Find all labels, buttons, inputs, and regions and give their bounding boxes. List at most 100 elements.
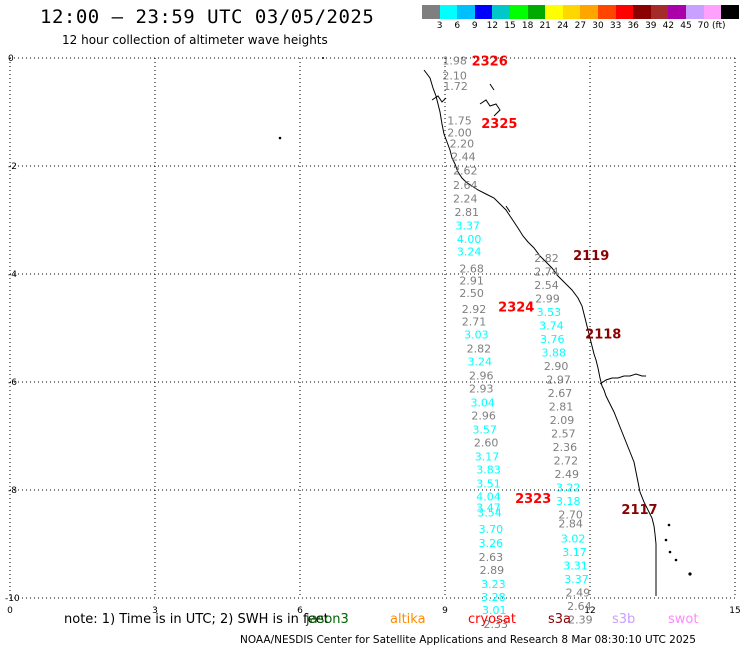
wave-height-value: 2.20: [450, 137, 475, 150]
wave-height-value: 2.50: [459, 287, 484, 300]
x-tick-label: 0: [7, 606, 13, 616]
color-scale-label: 27: [574, 21, 587, 31]
coastline-path: [423, 69, 657, 596]
wave-height-value: 2.72: [554, 454, 579, 467]
wave-height-value: 2.92: [462, 303, 487, 316]
wave-height-value: 2.99: [535, 292, 560, 305]
wave-height-value: 3.17: [475, 451, 500, 464]
pass-labels: 2326 2325 2119 2324 2118 2323 2117: [472, 55, 658, 518]
wave-height-value: 2.89: [480, 564, 505, 577]
wave-height-value: 2.68: [459, 263, 484, 276]
wave-height-value: 2.74: [534, 265, 559, 278]
pass-label: 2323: [515, 492, 551, 507]
wave-height-value: 2.84: [558, 517, 583, 530]
satellite-legend: jason3 altika cryosat s3a s3b swot: [306, 612, 726, 628]
wave-height-value: 2.82: [534, 252, 559, 265]
axis-ticks: 0 3 6 9 12 15 0 -2 -4 -6 -8 -10: [5, 54, 740, 616]
y-tick-label: -8: [8, 486, 17, 496]
wave-height-value: 2.62: [453, 164, 478, 177]
wave-height-value: 3.02: [561, 533, 586, 546]
wave-height-value: 3.01: [482, 604, 507, 617]
color-swatch: [545, 5, 563, 19]
wave-height-value: 3.57: [472, 424, 497, 437]
color-swatch: [562, 5, 581, 19]
wave-height-value: 2.57: [551, 427, 576, 440]
x-tick-label: 9: [442, 606, 448, 616]
wave-height-value: 4.00: [457, 233, 482, 246]
wave-height-value: 2.39: [568, 614, 593, 627]
wave-height-value: 3.28: [481, 591, 506, 604]
page-title: 12:00 – 23:59 UTC 03/05/2025: [40, 6, 375, 28]
wave-height-value: 3.17: [562, 546, 587, 559]
wave-height-value: 2.09: [550, 414, 575, 427]
wave-height-value: 3.04: [470, 397, 495, 410]
pass-label: 2324: [498, 300, 534, 315]
wave-height-value: 2.81: [455, 206, 480, 219]
wave-height-value: 3.51: [476, 478, 501, 491]
wave-height-value: 3.53: [537, 306, 562, 319]
legend-item-s3a: s3a: [548, 612, 572, 627]
color-scale-label: 42: [662, 21, 675, 31]
wave-height-value: 2.91: [459, 274, 484, 287]
pass-label: 2119: [573, 249, 609, 264]
legend-item-altika: altika: [390, 612, 426, 627]
color-scale-bar: [422, 5, 739, 19]
wave-height-value: 2.49: [566, 587, 591, 600]
island-marker: [668, 550, 672, 554]
y-tick-label: -10: [5, 594, 20, 604]
wave-height-value: 2.70: [558, 508, 583, 521]
color-swatch: [439, 5, 458, 19]
color-scale-label: 18: [521, 21, 534, 31]
color-swatch: [721, 5, 739, 19]
wave-height-value: 3.26: [479, 537, 504, 550]
x-tick-label: 15: [729, 606, 740, 616]
wave-height-value: 3.37: [455, 219, 480, 232]
wave-height-value: 2.67: [548, 387, 573, 400]
wave-height-value: 2.44: [451, 150, 476, 163]
color-scale-label: 12: [486, 21, 499, 31]
coastline: [278, 57, 692, 596]
wave-height-value: 2.71: [462, 316, 487, 329]
color-swatch: [509, 5, 528, 19]
wave-height-value: 3.37: [564, 573, 589, 586]
wave-height-value: 3.54: [477, 507, 502, 520]
legend-item-swot: swot: [668, 612, 699, 627]
coastline-detail: [431, 83, 646, 385]
wave-height-value: 1.75: [447, 115, 472, 128]
island-marker: [664, 538, 668, 542]
color-scale-labels: 3 6 9 12 15 18 21 24 27 30 33 36 39 42 45 70 (ft): [422, 21, 732, 33]
color-scale-label: 24: [557, 21, 569, 31]
legend-item-s3b: s3b: [612, 612, 636, 627]
y-tick-label: -6: [8, 378, 17, 388]
wave-height-value: 3.47: [476, 501, 501, 514]
wave-height-value: 2.82: [467, 343, 492, 356]
wave-height-value: 2.54: [534, 279, 559, 292]
color-swatch: [422, 5, 440, 19]
wave-height-value: 2.97: [546, 373, 571, 386]
wave-height-value: 2.96: [471, 409, 496, 422]
wave-height-value: 3.24: [468, 355, 493, 368]
y-tick-label: 0: [8, 54, 14, 64]
wave-height-value: 2.96: [469, 370, 494, 383]
wave-height-value: 2.49: [555, 468, 580, 481]
altimeter-tracks: 1.982.101.721.752.002.202.442.622.642.24…: [442, 55, 592, 631]
pass-label: 2325: [481, 117, 517, 132]
wave-height-value: 3.23: [481, 578, 506, 591]
wave-height-value: 2.81: [549, 400, 574, 413]
color-swatch: [492, 5, 510, 19]
footer-credit: NOAA/NESDIS Center for Satellite Applica…: [240, 634, 696, 646]
wave-height-value: 2.60: [474, 436, 499, 449]
pass-label: 2118: [585, 327, 621, 342]
wave-height-value: 2.64: [453, 179, 478, 192]
legend-item-cryosat: cryosat: [468, 612, 516, 627]
island-marker: [322, 57, 324, 59]
wave-height-value: 2.63: [479, 551, 504, 564]
color-swatch: [685, 5, 704, 19]
wave-height-value: 2.90: [544, 360, 569, 373]
color-swatch: [615, 5, 634, 19]
wave-height-value: 2.64: [567, 600, 592, 613]
wave-height-value: 3.74: [539, 319, 564, 332]
footer-note: note: 1) Time is in UTC; 2) SWH is in fe…: [64, 612, 329, 627]
wave-height-value: 3.83: [476, 463, 501, 476]
